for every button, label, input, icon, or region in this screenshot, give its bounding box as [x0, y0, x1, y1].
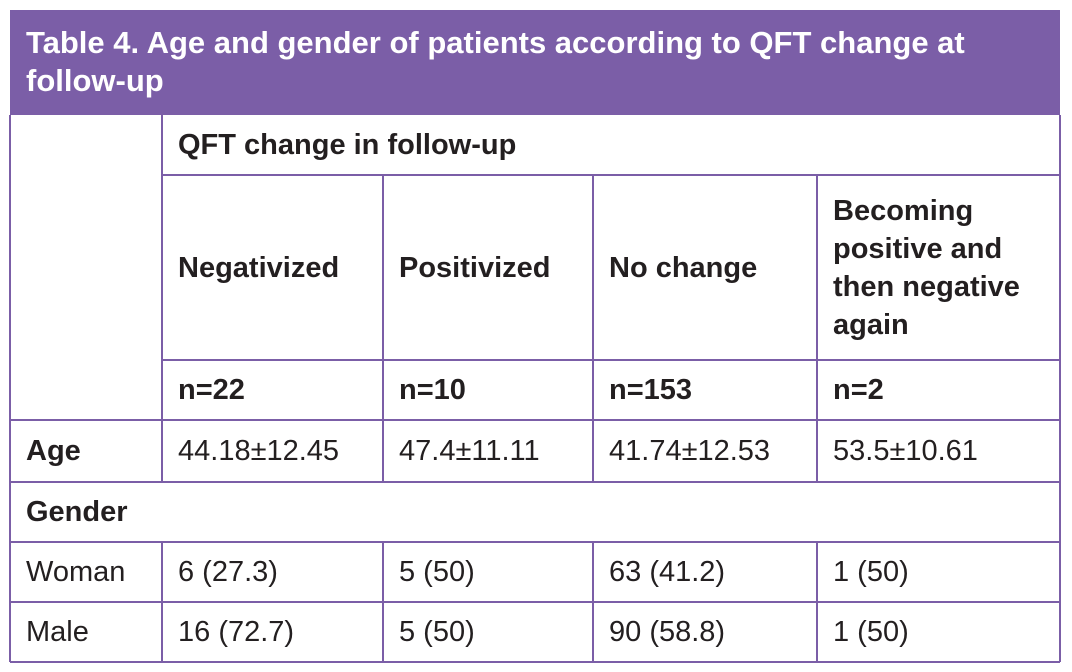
cell-value: 41.74±12.53 — [609, 435, 771, 467]
cell-value: 1 (50) — [833, 556, 909, 588]
cell-value: 1 (50) — [833, 616, 909, 648]
rule — [10, 601, 1060, 603]
column-header: Negativized — [178, 251, 340, 284]
section-label: Gender — [26, 496, 128, 528]
column-header: No change — [609, 251, 758, 284]
rule — [816, 175, 818, 482]
cell-value: 63 (41.2) — [609, 556, 726, 588]
rule — [382, 175, 384, 482]
cell-value: 5 (50) — [399, 556, 475, 588]
cell-value: 44.18±12.45 — [178, 435, 340, 467]
table-title: Table 4. Age and gender of patients acco… — [10, 10, 1060, 115]
rule — [592, 175, 594, 482]
cell-value: 90 (58.8) — [609, 616, 726, 648]
rule — [9, 115, 11, 662]
rule — [162, 174, 1060, 176]
rule — [1059, 115, 1061, 662]
n-count: n=22 — [178, 374, 245, 406]
rule — [382, 542, 384, 662]
cell-value: 5 (50) — [399, 616, 475, 648]
column-header: Positivized — [399, 251, 551, 284]
cell-value: 47.4±11.11 — [399, 435, 540, 467]
n-count: n=153 — [609, 374, 693, 406]
rule — [10, 419, 1060, 421]
row-label: Male — [26, 616, 89, 648]
rule — [10, 541, 1060, 543]
rule — [10, 661, 1060, 663]
group-header: QFT change in follow-up — [178, 129, 517, 161]
rule — [161, 115, 163, 482]
rule — [10, 481, 1060, 483]
n-count: n=2 — [833, 374, 884, 406]
cell-value: 16 (72.7) — [178, 616, 295, 648]
rule — [162, 359, 1060, 361]
n-count: n=10 — [399, 374, 466, 406]
row-label: Woman — [26, 556, 126, 588]
cell-value: 6 (27.3) — [178, 556, 278, 588]
rule — [592, 542, 594, 662]
row-label: Age — [26, 435, 81, 467]
column-header: Becoming positive and then negative agai… — [833, 194, 1020, 341]
rule — [816, 542, 818, 662]
cell-value: 53.5±10.61 — [833, 435, 978, 467]
rule — [161, 542, 163, 662]
